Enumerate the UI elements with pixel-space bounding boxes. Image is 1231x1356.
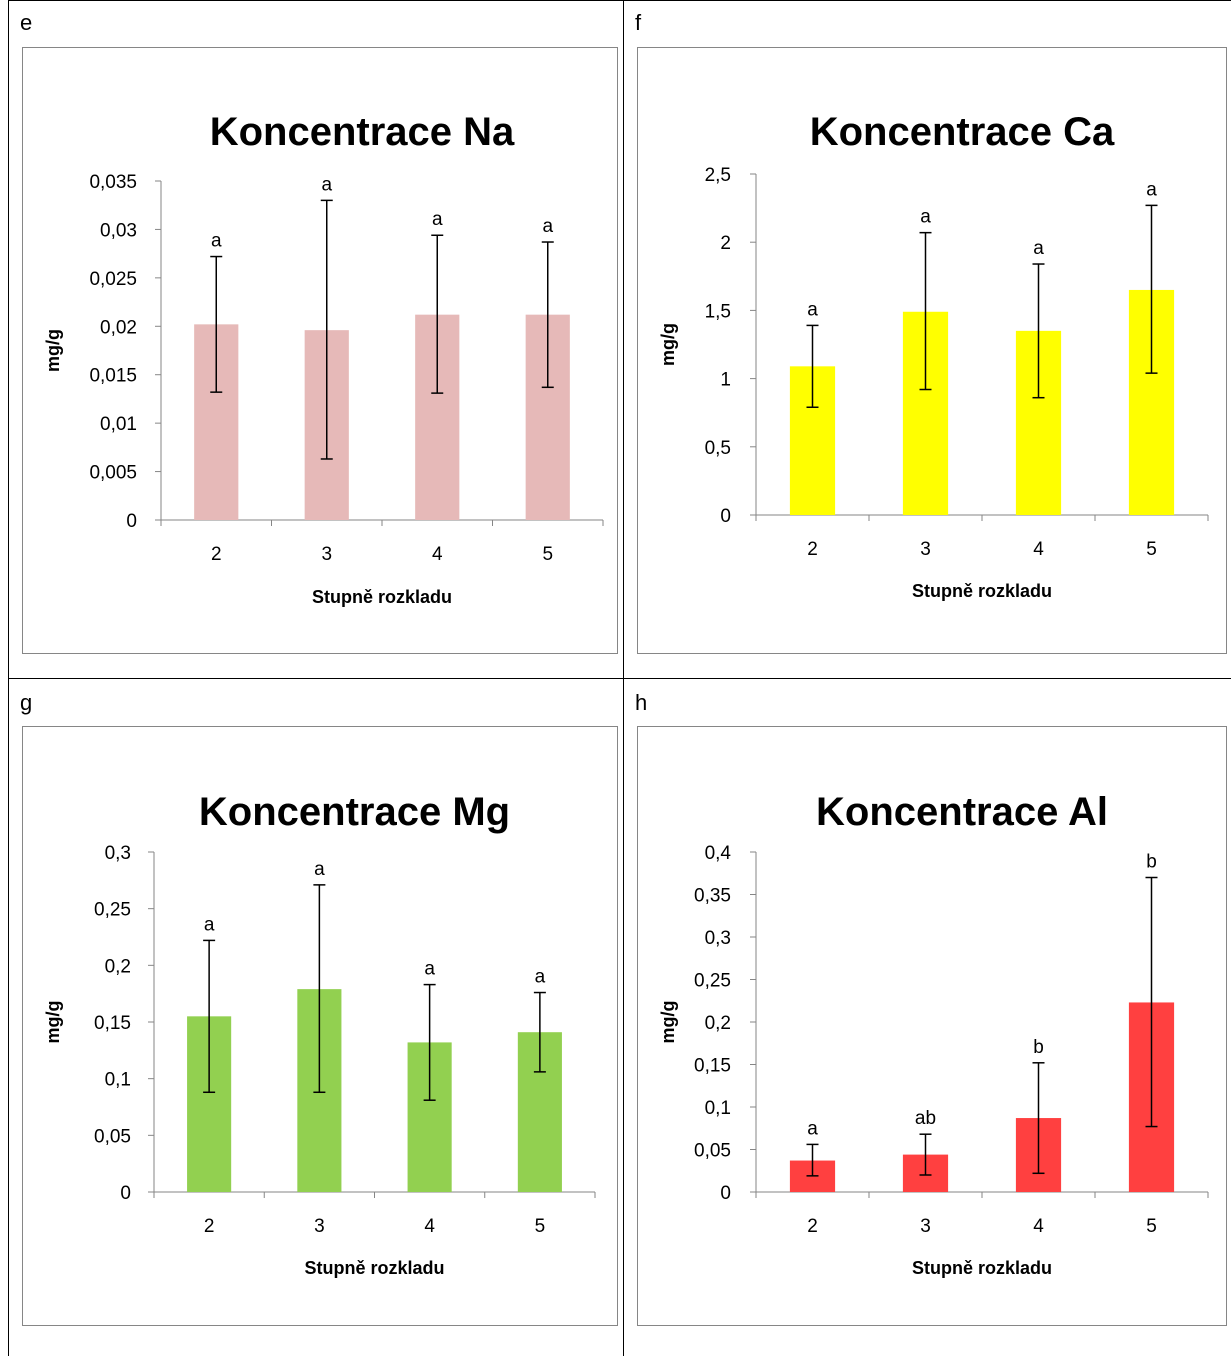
y-tick-label: 0,01 [100, 414, 137, 435]
y-tick-label: 0,15 [694, 1056, 731, 1077]
x-tick-label: 4 [1033, 1216, 1044, 1237]
significance-letter: a [211, 231, 222, 252]
chart-na: Koncentrace Na 0 0,005 0,01 0,015 0,02 0,025 0,… [43, 110, 604, 607]
significance-letter: a [535, 967, 546, 988]
y-tick-label: 0,005 [89, 463, 137, 484]
y-tick-label: 0 [720, 506, 731, 527]
y-tick-label: 0,5 [705, 438, 731, 459]
x-tick-label: 4 [1033, 539, 1044, 560]
significance-letter: ab [915, 1108, 936, 1129]
significance-letter: a [204, 914, 215, 935]
y-tick-label: 0,05 [94, 1126, 131, 1147]
significance-letter: a [920, 207, 931, 228]
chart-title: Koncentrace Ca [810, 110, 1115, 154]
y-tick-label: 0,25 [94, 900, 131, 921]
significance-letter: b [1146, 852, 1157, 873]
panel-g: g Koncentrace Mg 0 0,05 0,1 0,15 0,2 0,25 0,3 a 2… [8, 678, 623, 1356]
x-axis-label: Stupně rozkladu [304, 1258, 444, 1278]
panel-f: f Koncentrace Ca 0 0,5 1 1,5 2 2,5 a 2 a 3 a 4 a 5 Stup… [623, 0, 1231, 678]
x-tick-label: 4 [424, 1216, 435, 1237]
y-tick-label: 0,3 [105, 843, 131, 864]
y-axis-label: mg/g [658, 1001, 678, 1044]
chart-title: Koncentrace Al [816, 790, 1108, 834]
y-tick-label: 1 [720, 370, 731, 391]
panel-letter: f [635, 10, 642, 35]
chart-title: Koncentrace Mg [199, 790, 510, 834]
y-tick-label: 1,5 [705, 301, 731, 322]
x-tick-label: 5 [1146, 539, 1157, 560]
significance-letter: a [424, 959, 435, 980]
y-tick-label: 0,25 [694, 971, 731, 992]
y-tick-label: 0,02 [100, 317, 137, 338]
y-tick-label: 0,035 [89, 172, 137, 193]
panel-letter: g [20, 690, 33, 715]
chart-ca: Koncentrace Ca 0 0,5 1 1,5 2 2,5 a 2 a 3 a 4 a 5 Stupně… [658, 110, 1209, 601]
x-tick-label: 5 [535, 1216, 546, 1237]
significance-letter: a [1033, 238, 1044, 259]
y-tick-label: 0,03 [100, 220, 137, 241]
significance-letter: b [1033, 1037, 1044, 1058]
y-tick-label: 0,025 [89, 269, 137, 290]
panel-letter: h [635, 690, 648, 715]
significance-letter: a [542, 216, 553, 237]
y-tick-label: 0,1 [705, 1098, 731, 1119]
y-axis-label: mg/g [43, 329, 63, 372]
y-tick-label: 2,5 [705, 165, 731, 186]
chart-frame-na: Koncentrace Na 0 0,005 0,01 0,015 0,02 0,025 0,… [22, 47, 618, 654]
x-tick-label: 5 [542, 544, 553, 565]
chart-frame-mg: Koncentrace Mg 0 0,05 0,1 0,15 0,2 0,25 0,3 a 2 a 3… [22, 726, 618, 1326]
y-tick-label: 0 [126, 511, 137, 532]
table-border-left [8, 0, 9, 1356]
y-tick-label: 0,2 [105, 956, 131, 977]
panel-letter: e [20, 10, 33, 35]
y-tick-label: 0,15 [94, 1013, 131, 1034]
y-tick-label: 0,1 [105, 1070, 131, 1091]
x-tick-label: 3 [314, 1216, 325, 1237]
y-tick-label: 0,35 [694, 886, 731, 907]
x-tick-label: 2 [211, 544, 222, 565]
panel-e: e Koncentrace Na 0 0,005 0,01 0,015 0,02 0,025… [8, 0, 623, 678]
x-tick-label: 5 [1146, 1216, 1157, 1237]
significance-letter: a [807, 1118, 818, 1139]
chart-al: Koncentrace Al 0 0,05 0,1 0,15 0,2 0,25 0,3 0,35… [658, 790, 1209, 1278]
y-tick-label: 0,2 [705, 1013, 731, 1034]
x-tick-label: 3 [920, 1216, 931, 1237]
x-tick-label: 3 [321, 544, 332, 565]
panel-h: h Koncentrace Al 0 0,05 0,1 0,15 0,2 0,25 0,3 0,… [623, 678, 1231, 1356]
significance-letter: a [1146, 179, 1157, 200]
y-tick-label: 0 [120, 1183, 131, 1204]
y-tick-label: 2 [720, 233, 731, 254]
x-axis-label: Stupně rozkladu [912, 1258, 1052, 1278]
y-tick-label: 0 [720, 1183, 731, 1204]
chart-frame-al: Koncentrace Al 0 0,05 0,1 0,15 0,2 0,25 0,3 0,35… [637, 726, 1227, 1326]
significance-letter: a [321, 174, 332, 195]
x-tick-label: 3 [920, 539, 931, 560]
table-border-top [8, 0, 1231, 1]
y-tick-label: 0,3 [705, 928, 731, 949]
significance-letter: a [314, 859, 325, 880]
y-axis-label: mg/g [43, 1001, 63, 1044]
significance-letter: a [807, 299, 818, 320]
chart-frame-ca: Koncentrace Ca 0 0,5 1 1,5 2 2,5 a 2 a 3 a 4 a 5 Stupně… [637, 47, 1227, 654]
x-tick-label: 2 [807, 539, 818, 560]
table-border-middle [8, 678, 1231, 679]
x-axis-label: Stupně rozkladu [912, 581, 1052, 601]
significance-letter: a [432, 209, 443, 230]
x-axis-label: Stupně rozkladu [312, 587, 452, 607]
x-tick-label: 2 [204, 1216, 215, 1237]
x-tick-label: 4 [432, 544, 443, 565]
y-tick-label: 0,015 [89, 366, 137, 387]
y-tick-label: 0,05 [694, 1141, 731, 1162]
y-axis-label: mg/g [658, 323, 678, 366]
y-tick-label: 0,4 [705, 843, 732, 864]
x-tick-label: 2 [807, 1216, 818, 1237]
chart-title: Koncentrace Na [210, 110, 515, 154]
chart-mg: Koncentrace Mg 0 0,05 0,1 0,15 0,2 0,25 0,3 a 2 a 3… [43, 790, 596, 1278]
table-border-center [623, 0, 624, 1356]
